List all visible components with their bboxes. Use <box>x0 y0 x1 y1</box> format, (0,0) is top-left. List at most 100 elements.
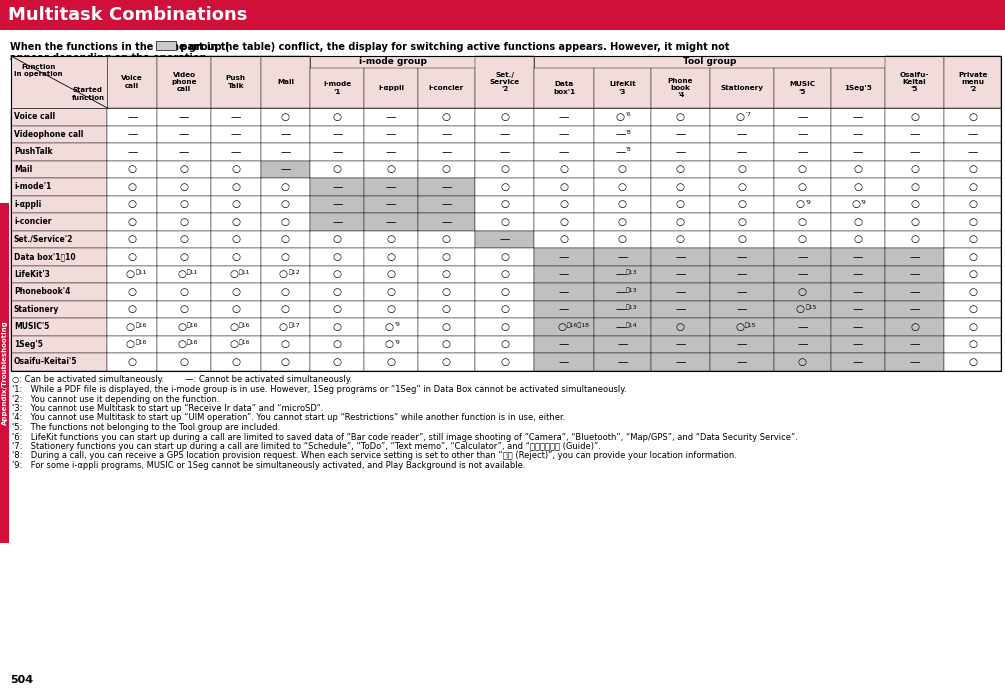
Bar <box>364 231 418 248</box>
Text: —: — <box>615 270 625 279</box>
Bar <box>884 125 945 143</box>
Text: ○: ○ <box>333 287 342 297</box>
Bar <box>711 231 774 248</box>
Bar <box>945 265 1001 283</box>
Text: —: — <box>675 357 685 367</box>
Text: ○: ○ <box>676 164 685 174</box>
Bar <box>108 143 157 161</box>
Bar <box>650 353 711 371</box>
Text: Voice call: Voice call <box>14 112 55 121</box>
Text: ○: ○ <box>126 270 135 279</box>
Bar <box>774 283 831 301</box>
Bar <box>945 178 1001 195</box>
Bar <box>535 283 594 301</box>
Bar <box>831 318 884 335</box>
Bar <box>474 283 535 301</box>
Text: ○: ○ <box>853 182 862 192</box>
Text: ○: ○ <box>281 200 290 209</box>
Bar <box>711 318 774 335</box>
Text: —: — <box>559 340 570 349</box>
Text: Data box'110: Data box'110 <box>14 252 75 261</box>
Text: ○: ○ <box>500 217 510 227</box>
Text: ○: ○ <box>128 182 137 192</box>
Text: ○: ○ <box>333 304 342 314</box>
Bar <box>418 125 474 143</box>
Bar <box>774 143 831 161</box>
Bar <box>474 265 535 283</box>
Bar <box>884 161 945 178</box>
Bar <box>535 335 594 353</box>
Text: —: — <box>910 147 920 157</box>
Text: —: — <box>675 270 685 279</box>
Text: —: — <box>797 147 808 157</box>
Bar <box>0 0 1005 30</box>
Text: —: — <box>559 357 570 367</box>
Text: —: — <box>499 147 510 157</box>
Text: Set./
Service
'2: Set./ Service '2 <box>489 72 520 92</box>
Text: '7: Stationery functions you can start up during a call are limited to “Schedule: '7: Stationery functions you can start u… <box>12 442 601 451</box>
Bar <box>311 301 364 318</box>
Text: —: — <box>737 304 748 314</box>
Bar <box>945 56 1001 108</box>
Bar <box>711 143 774 161</box>
Text: —: — <box>179 147 189 157</box>
Text: '6: '6 <box>625 112 631 117</box>
Bar <box>157 231 211 248</box>
Text: —: — <box>332 200 343 209</box>
Text: i-mode'1: i-mode'1 <box>14 182 51 191</box>
Bar <box>418 301 474 318</box>
Bar <box>650 125 711 143</box>
Text: —: — <box>910 357 920 367</box>
Bar <box>260 248 311 265</box>
Bar <box>535 143 594 161</box>
Bar <box>11 56 108 108</box>
Text: 16: 16 <box>187 340 199 345</box>
Text: '1: While a PDF file is displayed, the i-mode group is in use. However, 1Seg pro: '1: While a PDF file is displayed, the i… <box>12 385 627 394</box>
Bar <box>211 283 260 301</box>
Text: ○: ○ <box>798 287 807 297</box>
Bar <box>774 248 831 265</box>
Bar <box>364 335 418 353</box>
Bar <box>157 56 211 108</box>
Text: ○: ○ <box>500 164 510 174</box>
Text: 14: 14 <box>625 322 637 328</box>
Text: —: — <box>797 270 808 279</box>
Text: ○: ○ <box>180 164 189 174</box>
Text: —: — <box>675 340 685 349</box>
Text: i-mode
'1: i-mode '1 <box>324 82 352 94</box>
Text: Mail: Mail <box>14 165 32 174</box>
Bar <box>884 178 945 195</box>
Text: '4: You cannot use Multitask to start up “UIM operation”. You cannot start up “R: '4: You cannot use Multitask to start up… <box>12 414 566 423</box>
Bar <box>594 161 650 178</box>
Bar <box>211 195 260 213</box>
Bar <box>831 108 884 125</box>
Bar <box>157 161 211 178</box>
Bar <box>260 335 311 353</box>
Text: —: — <box>441 200 451 209</box>
Text: ○: ○ <box>333 252 342 262</box>
Text: —: — <box>615 304 625 314</box>
Bar <box>650 248 711 265</box>
Bar <box>474 335 535 353</box>
Bar <box>535 318 594 335</box>
Text: ○: ○ <box>500 182 510 192</box>
Bar <box>11 161 108 178</box>
Bar <box>260 353 311 371</box>
Bar <box>650 231 711 248</box>
Text: ○: ○ <box>180 287 189 297</box>
Bar <box>474 318 535 335</box>
Bar <box>157 301 211 318</box>
Text: ○: ○ <box>738 234 747 244</box>
Bar <box>11 125 108 143</box>
Text: ○: ○ <box>500 112 510 122</box>
Text: ○: ○ <box>738 164 747 174</box>
Bar <box>11 353 108 371</box>
Text: Voice
call: Voice call <box>122 76 143 89</box>
Text: 16: 16 <box>136 340 147 345</box>
Text: —: — <box>230 147 241 157</box>
Text: ○: ○ <box>500 322 510 332</box>
Bar <box>311 108 364 125</box>
Bar <box>418 68 474 108</box>
Text: 1Seg'5: 1Seg'5 <box>844 85 871 91</box>
Bar <box>211 335 260 353</box>
